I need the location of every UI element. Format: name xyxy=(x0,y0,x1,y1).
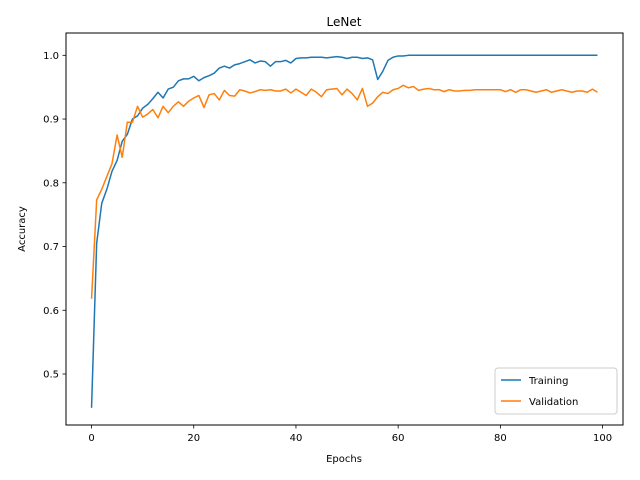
x-tick-label: 80 xyxy=(494,433,507,444)
plot-area xyxy=(90,54,598,408)
plot-frame xyxy=(65,32,624,426)
legend-box xyxy=(494,367,618,415)
series-line-training xyxy=(90,54,598,408)
chart-title: LeNet xyxy=(327,15,362,29)
legend-label-training: Training xyxy=(528,376,568,387)
x-tick-label: 100 xyxy=(593,433,612,444)
x-axis-label: Epochs xyxy=(326,454,362,465)
legend: Training Validation xyxy=(494,367,618,415)
x-tick-label: 60 xyxy=(392,433,405,444)
y-tick-label: 0.8 xyxy=(43,178,59,189)
y-tick-label: 0.6 xyxy=(43,306,59,317)
x-tick-label: 0 xyxy=(88,433,94,444)
y-tick-label: 0.7 xyxy=(43,242,59,253)
y-tick-label: 0.9 xyxy=(43,115,59,126)
y-axis-label: Accuracy xyxy=(17,206,28,252)
x-tick-label: 20 xyxy=(187,433,200,444)
y-tick-label: 1.0 xyxy=(43,51,59,62)
x-tick-label: 40 xyxy=(290,433,303,444)
series-line-validation xyxy=(90,84,598,299)
legend-label-validation: Validation xyxy=(529,397,578,408)
y-tick-label: 0.5 xyxy=(43,370,59,381)
x-axis: 0 20 40 60 80 100 xyxy=(88,425,612,444)
y-axis: 0.5 0.6 0.7 0.8 0.9 1.0 xyxy=(43,51,66,381)
